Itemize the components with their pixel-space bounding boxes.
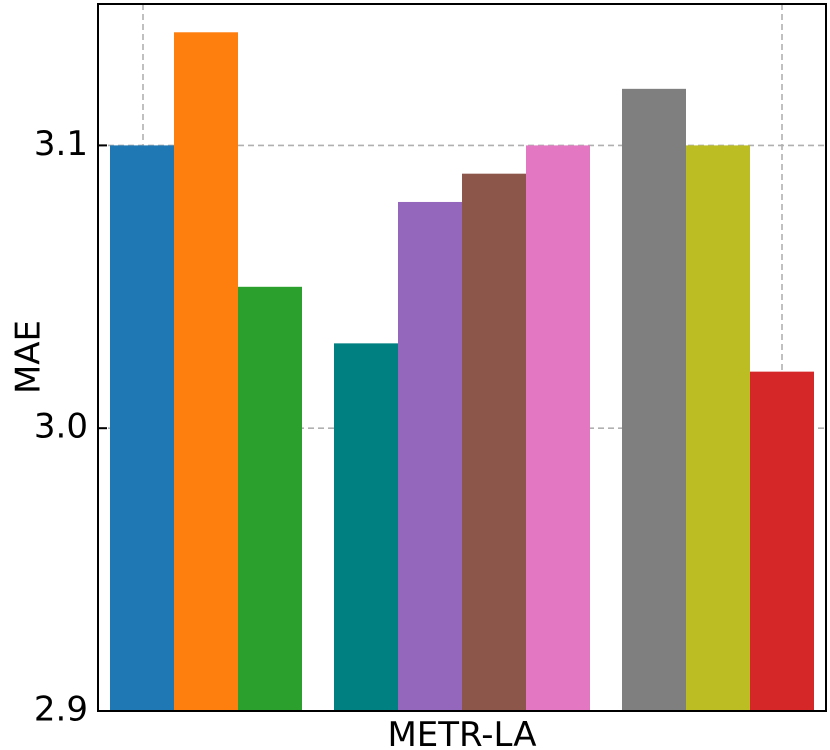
y-tick-label-2: 3.1 — [34, 124, 88, 164]
plot-frame — [97, 3, 827, 712]
y-tick-label-1: 3.0 — [34, 407, 88, 447]
bar-group3-1 — [622, 88, 686, 712]
bar-group1-3 — [238, 286, 302, 711]
y-axis-label: MAE — [9, 320, 49, 394]
x-axis-label: METR-LA — [387, 715, 536, 750]
bar-group3-3 — [750, 371, 814, 711]
y-tick-label-0: 2.9 — [34, 690, 88, 730]
bar-group2-2 — [398, 201, 462, 711]
bar-group2-1 — [334, 343, 398, 711]
bar-group3-2 — [686, 145, 750, 711]
bar-group1-2 — [174, 32, 238, 711]
bar-group2-4 — [526, 145, 590, 711]
y-axis-ticks: 2.9 3.0 3.1 — [34, 124, 107, 730]
bar-group1-1 — [110, 145, 174, 711]
bars — [110, 32, 814, 712]
bar-group2-3 — [462, 173, 526, 711]
